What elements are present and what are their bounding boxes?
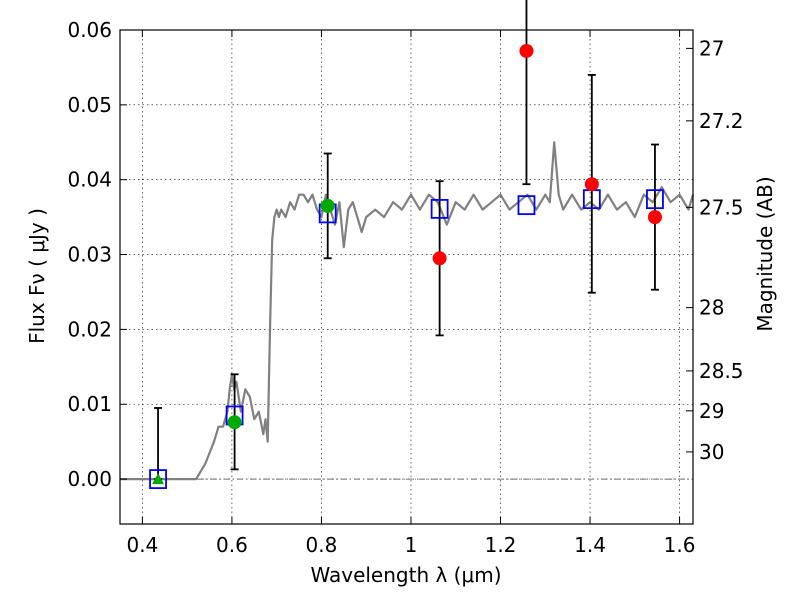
model-spectrum-line xyxy=(120,141,695,481)
y-tick-label: 0.00 xyxy=(67,467,112,491)
magnitude-tick-label: 30 xyxy=(699,440,724,464)
y-tick-label: 0.05 xyxy=(67,93,112,117)
magnitude-tick-label: 29 xyxy=(699,399,724,423)
x-tick-label: 1.2 xyxy=(485,533,517,557)
upper-limit-triangle xyxy=(152,473,165,485)
y-tick-label: 0.02 xyxy=(67,317,112,341)
magnitude-tick-label: 27.5 xyxy=(699,195,744,219)
y-tick-label: 0.06 xyxy=(67,18,112,42)
x-axis-title: Wavelength λ (μm) xyxy=(310,563,501,587)
model-photometry-square xyxy=(646,189,664,210)
y-tick-label: 0.04 xyxy=(67,168,112,192)
magnitude-tick-label: 28.5 xyxy=(699,359,744,383)
model-spectrum-group xyxy=(120,141,695,481)
model-photometry-square xyxy=(517,195,536,216)
x-tick-label: 1 xyxy=(405,533,418,557)
optical-point xyxy=(320,198,335,213)
x-tick-label: 1.6 xyxy=(664,533,696,557)
y-axis-title: Flux Fν ( μJy ) xyxy=(25,208,49,344)
y-tick-label: 0.03 xyxy=(67,243,112,267)
plot-frame xyxy=(119,29,694,525)
magnitude-tick-labels: 27 27.2 27.5 28 28.5 29 30 xyxy=(699,36,744,464)
nir-point xyxy=(519,43,534,58)
magnitude-axis-title: Magnitude (AB) xyxy=(753,176,777,331)
y-tick-labels: 0.00 0.01 0.02 0.03 0.04 0.05 0.06 xyxy=(67,18,112,491)
optical-point xyxy=(227,415,242,430)
x-tick-label: 0.8 xyxy=(306,533,338,557)
nir-point xyxy=(584,177,599,192)
x-tick-label: 0.4 xyxy=(126,533,158,557)
model-photometry-square xyxy=(149,469,167,489)
data-markers xyxy=(149,43,664,489)
y-tick-label: 0.01 xyxy=(67,392,112,416)
axis-ticks xyxy=(120,29,693,524)
magnitude-tick-label: 27.2 xyxy=(699,109,744,133)
magnitude-tick-label: 28 xyxy=(699,296,724,320)
magnitude-tick-label: 27 xyxy=(699,36,724,60)
nir-point xyxy=(647,210,662,225)
nir-point xyxy=(432,251,447,266)
x-tick-labels: 0.4 0.6 0.8 1 1.2 1.4 1.6 xyxy=(126,533,695,557)
model-photometry-square xyxy=(430,198,449,219)
x-tick-label: 1.4 xyxy=(574,533,606,557)
x-tick-label: 0.6 xyxy=(216,533,248,557)
